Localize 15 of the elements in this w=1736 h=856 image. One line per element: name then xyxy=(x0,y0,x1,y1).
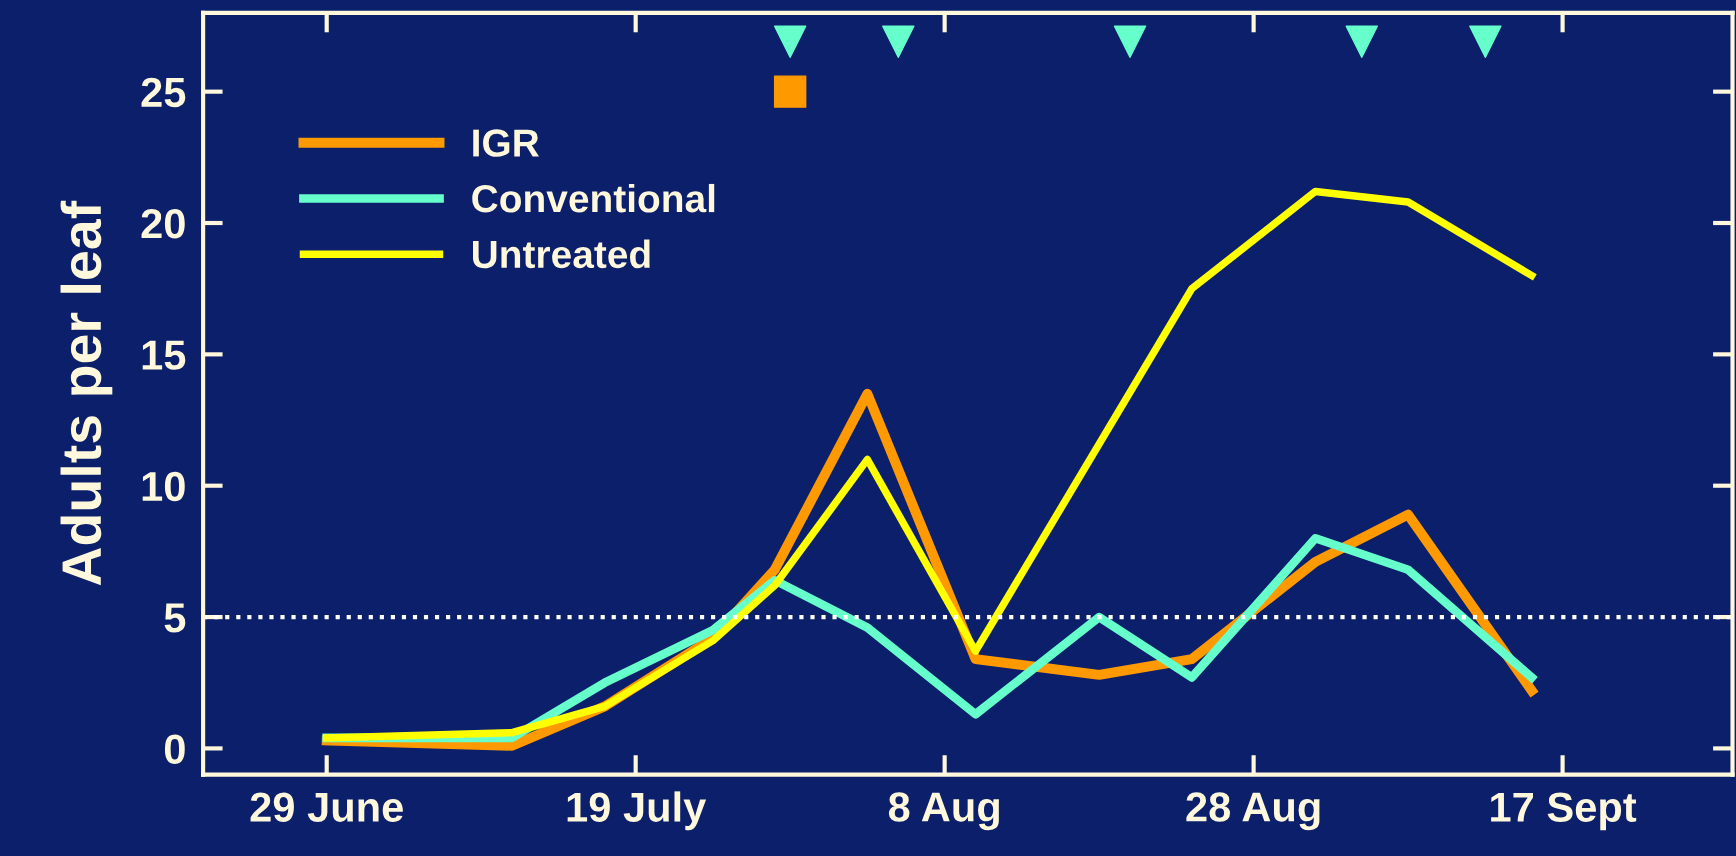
x-tick-label: 19 July xyxy=(567,791,707,831)
y-tick-label: 25 xyxy=(141,77,186,108)
y-tick-label: 10 xyxy=(142,471,185,502)
y-tick-label: 0 xyxy=(164,734,185,764)
legend-label: IGR xyxy=(473,129,539,157)
y-axis-title: Adults per leaf xyxy=(60,200,113,586)
y-tick-label: 20 xyxy=(141,209,185,239)
x-tick-label: 17 Sept xyxy=(1491,792,1637,831)
y-tick-label: 15 xyxy=(142,340,186,370)
legend-label: Untreated xyxy=(472,239,650,269)
legend-label: Conventional xyxy=(472,183,715,213)
x-tick-label: 29 June xyxy=(250,792,403,822)
y-tick-label: 5 xyxy=(164,603,186,633)
x-tick-label: 28 Aug xyxy=(1186,792,1320,831)
x-tick-label: 8 Aug xyxy=(888,792,999,831)
